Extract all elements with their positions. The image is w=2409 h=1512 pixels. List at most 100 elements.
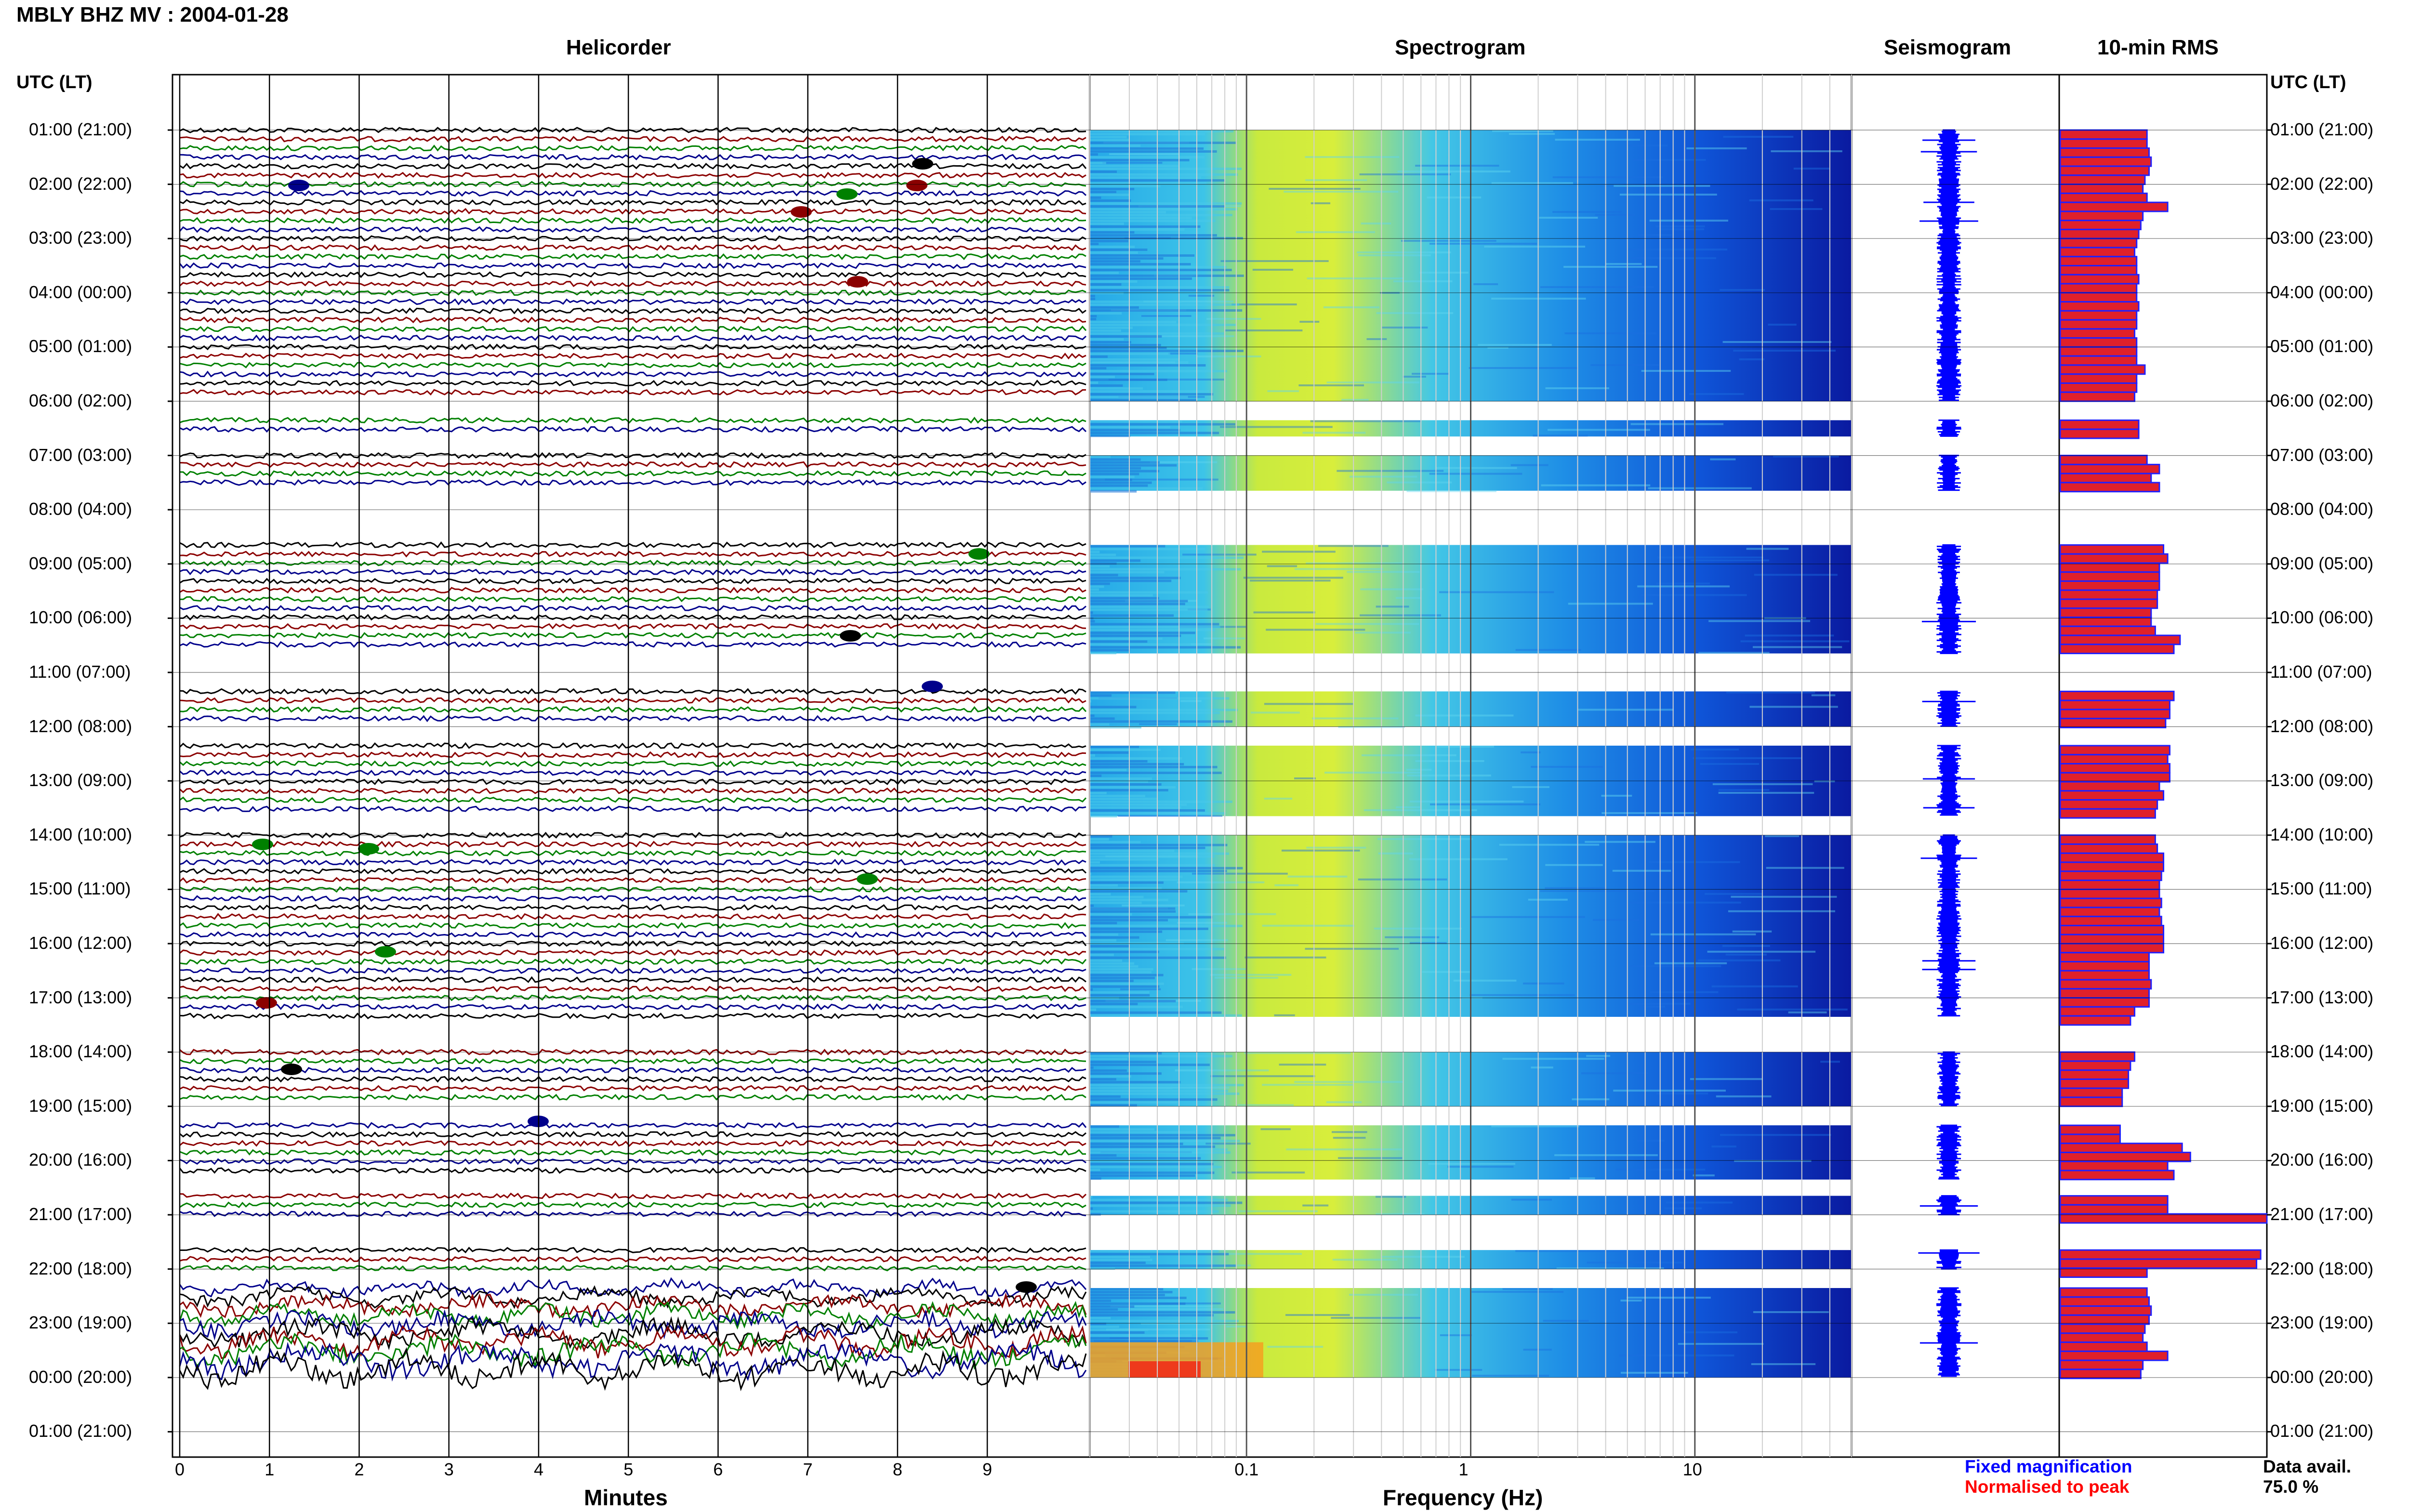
time-label: 22:00 (18:00) [2270, 1258, 2374, 1278]
spectrogram-streak [1090, 234, 1217, 237]
time-label: 11:00 (07:00) [2270, 662, 2372, 682]
spectrogram-streak [1090, 1098, 1218, 1101]
spectrogram-streak [1090, 553, 1116, 556]
spectrogram-streak [1090, 130, 1234, 132]
spectrogram-streak [1090, 335, 1162, 338]
rms-bar [2059, 1267, 2148, 1278]
spectrogram-streak [1090, 251, 1138, 254]
time-label: 01:00 (21:00) [2270, 1421, 2374, 1441]
spectrogram-streak [1090, 600, 1188, 603]
spectrogram-streak [1090, 945, 1129, 947]
spectrogram-streak [1310, 420, 1421, 422]
spectrogram-streak [1376, 1196, 1406, 1198]
seismogram-trace [1919, 1195, 1978, 1216]
spectrogram-streak [1090, 988, 1093, 991]
spectrogram-streak [1090, 399, 1196, 401]
frequency-tick-label: 10 [1682, 1459, 1702, 1479]
rms-bars [2059, 129, 2268, 1380]
spectrogram-streak [1090, 723, 1110, 726]
spectrogram-streak [1090, 1084, 1244, 1087]
spectrogram-streak [1627, 1297, 1711, 1299]
spectrogram-streak [1491, 182, 1573, 184]
spectrogram-streak [1090, 907, 1176, 910]
seismogram-header: Seismogram [1884, 36, 2012, 59]
spectrogram-streak [1090, 220, 1216, 222]
rms-bar [2059, 625, 2156, 636]
spectrogram-streak [1090, 246, 1135, 248]
spectrogram-streak [1307, 277, 1404, 279]
helicorder-trace [179, 1076, 1086, 1083]
spectrogram-streak [1090, 714, 1095, 717]
spectrogram-streak [1090, 478, 1132, 481]
rms-bar [2059, 1359, 2144, 1370]
spectrogram-streak [1090, 777, 1152, 780]
spectrogram-streak [1543, 1320, 1589, 1322]
spectrogram-streak [1315, 623, 1419, 625]
spectrogram-streak [1568, 603, 1653, 605]
minute-tick-label: 8 [892, 1459, 902, 1479]
helicorder-trace [179, 886, 1086, 893]
helicorder-event [288, 180, 309, 191]
spectrogram-streak [1206, 318, 1261, 320]
spectrogram-streak [1090, 1259, 1152, 1262]
rms-bar [2059, 482, 2160, 493]
helicorder-trace [179, 479, 1086, 486]
spectrogram-streak [1587, 1262, 1683, 1264]
spectrogram-streak [1540, 286, 1654, 288]
helicorder-trace [179, 370, 1087, 378]
helicorder-trace [179, 787, 1086, 794]
spectrogram-streak [1105, 478, 1218, 481]
rms-bar [2059, 156, 2152, 167]
spectrogram-streak [1191, 968, 1246, 970]
time-label: 01:00 (21:00) [2270, 119, 2374, 139]
spectrogram-streak [1090, 893, 1111, 895]
helicorder-trace [179, 235, 1086, 242]
spectrogram-streak [1338, 726, 1405, 728]
spectrogram-streak [1090, 973, 1164, 976]
spectrogram-streak [1090, 1174, 1195, 1177]
spectrogram-streak [1090, 971, 1152, 973]
time-label: 02:00 (22:00) [2270, 173, 2374, 194]
spectrogram-streak [1090, 711, 1220, 714]
spectrogram-streak [1090, 881, 1164, 884]
spectrogram-streak [1188, 295, 1215, 297]
spectrogram-streak [1430, 243, 1537, 245]
helicorder-trace [179, 226, 1086, 233]
spectrogram-streak [1406, 490, 1496, 492]
spectrogram-streak [1376, 1213, 1425, 1215]
spectrogram-streak [1267, 1346, 1324, 1348]
spectrogram-streak [1640, 594, 1747, 596]
spectrogram-streak [1090, 481, 1152, 484]
spectrogram-streak [1690, 1078, 1763, 1080]
spectrogram-streak [1120, 988, 1161, 990]
spectrogram-streak [1090, 1104, 1137, 1107]
spectrogram-streak [1090, 361, 1189, 364]
helicorder-event [358, 843, 379, 855]
time-label: 17:00 (13:00) [29, 987, 132, 1007]
spectrogram-streak [1323, 306, 1379, 308]
spectrogram-streak [1382, 327, 1428, 329]
helicorder-event [912, 158, 933, 170]
spectrogram-streak [1332, 1259, 1398, 1261]
time-label: 00:00 (20:00) [29, 1367, 132, 1387]
spectrogram-streak [1090, 1171, 1215, 1174]
spectrogram-streak [1728, 910, 1835, 912]
rms-bar [2059, 473, 2152, 484]
helicorder-trace [179, 1277, 1087, 1299]
seismogram-traces [1918, 129, 1980, 1377]
spectrogram-streak [1090, 1134, 1235, 1137]
spectrogram-streak [1723, 136, 1794, 138]
spectrogram-streak [1090, 855, 1215, 858]
spectrogram-streak [1090, 649, 1130, 652]
spectrogram-streak [1409, 942, 1447, 944]
helicorder-trace [179, 1309, 1087, 1341]
time-label: 06:00 (02:00) [2270, 391, 2374, 410]
time-label: 12:00 (08:00) [2270, 716, 2374, 736]
helicorder-trace [179, 208, 1086, 215]
spectrogram-streak [1090, 475, 1135, 478]
spectrogram-streak [1090, 384, 1123, 387]
rms-bar [2059, 607, 2152, 618]
helicorder-trace [179, 426, 1087, 433]
spectrogram-streak [1090, 461, 1160, 464]
